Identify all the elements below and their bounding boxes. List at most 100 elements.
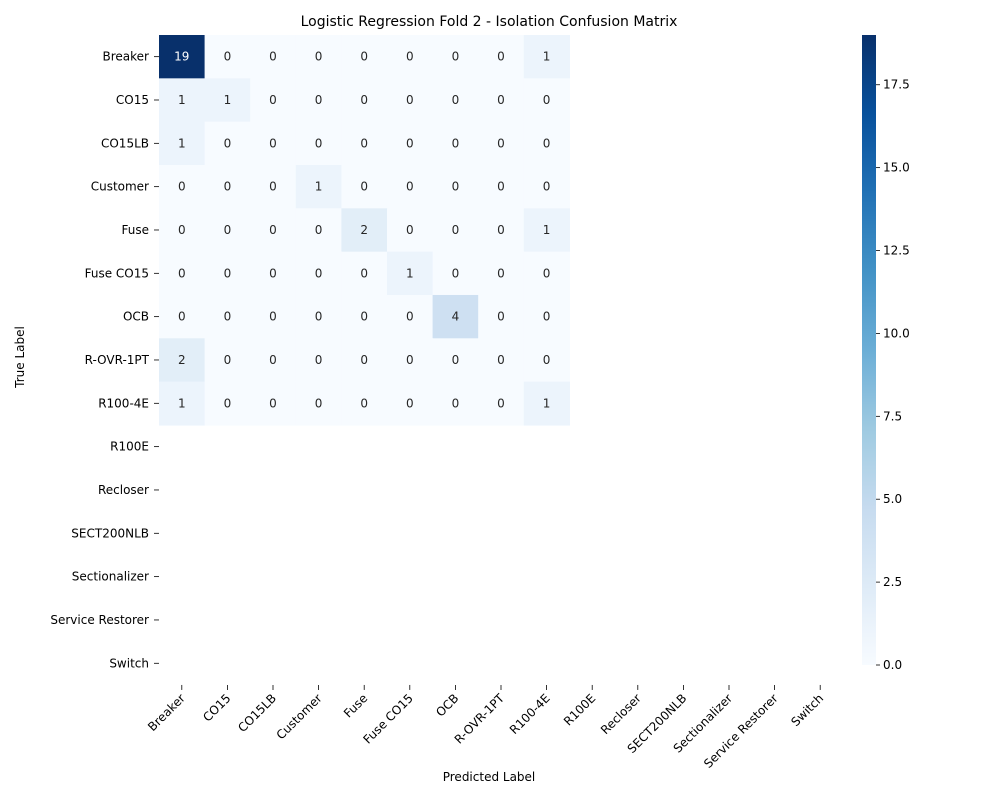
x-axis-label: Predicted Label (443, 770, 536, 784)
heatmap-cell (295, 164, 342, 209)
heatmap-cell (250, 294, 297, 339)
y-tick-label: Sectionalizer (72, 570, 149, 584)
heatmap-cell (295, 381, 342, 426)
heatmap-cell (387, 208, 434, 253)
heatmap-cell (523, 35, 570, 79)
cell-value-label: 1 (406, 266, 414, 280)
cell-value-label: 0 (269, 136, 277, 150)
heatmap-cell (295, 208, 342, 253)
cell-value-label: 0 (360, 93, 368, 107)
heatmap-cell (387, 251, 434, 296)
heatmap-cell (341, 338, 388, 383)
cell-value-label: 0 (452, 93, 460, 107)
colorbar-tick-label: 5.0 (883, 492, 902, 506)
cell-value-label: 0 (543, 310, 551, 324)
cell-value-label: 0 (543, 180, 551, 194)
y-tick-label: CO15 (116, 93, 149, 107)
heatmap-cell (250, 338, 297, 383)
cell-value-label: 0 (315, 223, 323, 237)
colorbar-tick-label: 0.0 (883, 658, 902, 672)
cell-value-label: 0 (452, 223, 460, 237)
heatmap-cell (159, 338, 206, 383)
colorbar-tick-label: 10.0 (883, 326, 910, 340)
x-tick-label: Fuse CO15 (360, 691, 415, 746)
heatmap-cell (387, 35, 434, 79)
cell-value-label: 0 (269, 310, 277, 324)
heatmap-cell (204, 164, 251, 209)
heatmap-cell (523, 338, 570, 383)
cell-value-label: 0 (406, 93, 414, 107)
cell-value-label: 0 (452, 50, 460, 64)
y-tick-label: OCB (123, 310, 149, 324)
cell-value-label: 0 (269, 50, 277, 64)
heatmap-cell (478, 164, 525, 209)
cell-value-label: 0 (315, 396, 323, 410)
heatmap-cell (387, 338, 434, 383)
heatmap-cells (159, 35, 570, 426)
y-tick-label: SECT200NLB (71, 526, 149, 540)
y-tick-label: Breaker (103, 50, 150, 64)
cell-value-label: 1 (178, 396, 186, 410)
cell-value-label: 0 (269, 396, 277, 410)
x-tick-label: Breaker (145, 691, 188, 734)
cell-value-label: 0 (406, 50, 414, 64)
heatmap-cell (478, 251, 525, 296)
y-tick-label: Recloser (98, 483, 149, 497)
cell-value-label: 0 (406, 310, 414, 324)
cell-value-label: 1 (543, 223, 551, 237)
cell-value-label: 0 (269, 353, 277, 367)
cell-value-label: 0 (543, 93, 551, 107)
heatmap-cell (387, 78, 434, 123)
heatmap-cell (295, 78, 342, 123)
heatmap-cell (159, 294, 206, 339)
cell-value-label: 0 (315, 310, 323, 324)
heatmap-cell (159, 208, 206, 253)
cell-value-label: 0 (497, 50, 505, 64)
cell-value-label: 0 (360, 396, 368, 410)
heatmap-cell (523, 381, 570, 426)
colorbar (862, 35, 876, 665)
x-tick-label: R100-4E (507, 691, 553, 737)
cell-value-label: 0 (178, 310, 186, 324)
x-tick-label: R100E (561, 691, 598, 728)
cell-value-label: 1 (178, 93, 186, 107)
y-tick-label: R-OVR-1PT (85, 353, 150, 367)
cell-value-label: 0 (315, 93, 323, 107)
heatmap-cell (432, 35, 479, 79)
cell-value-label: 0 (406, 223, 414, 237)
cell-value-label: 1 (178, 136, 186, 150)
heatmap-cell (478, 78, 525, 123)
heatmap-cell (159, 35, 206, 79)
heatmap-cell (295, 294, 342, 339)
heatmap-cell (523, 208, 570, 253)
cell-value-label: 0 (360, 266, 368, 280)
x-tick-label: CO15 (200, 691, 233, 724)
y-axis-ticks: Breaker CO15 CO15LB Customer Fuse Fuse CO15 OC… (50, 50, 159, 670)
heatmap-cell (523, 294, 570, 339)
heatmap-cell (159, 381, 206, 426)
heatmap-cell (432, 294, 479, 339)
heatmap-cell (250, 35, 297, 79)
cell-value-label: 0 (269, 93, 277, 107)
heatmap-cell (432, 208, 479, 253)
heatmap-cell (250, 251, 297, 296)
y-tick-label: R100E (110, 440, 149, 454)
heatmap-cell (478, 121, 525, 166)
cell-value-label: 0 (178, 266, 186, 280)
heatmap-cell (341, 121, 388, 166)
heatmap-cell (204, 338, 251, 383)
heatmap-cell (159, 164, 206, 209)
x-tick-label: Recloser (598, 691, 644, 737)
heatmap-cell (432, 78, 479, 123)
cell-value-label: 0 (224, 50, 232, 64)
colorbar-ticks: 0.0 2.5 5.0 7.5 10.0 12.5 15.0 17.5 (876, 78, 910, 672)
cell-value-label: 0 (269, 223, 277, 237)
heatmap-cell (204, 208, 251, 253)
cell-value-label: 0 (406, 396, 414, 410)
heatmap-cell (341, 78, 388, 123)
heatmap-cell-labels: 19 0 0 0 0 0 0 0 1 1 1 0 0 0 0 0 0 0 1 0 0 0 0 0 0 0 0 0 0 0 1 0 0 0 0 0 0 0 0… (174, 50, 550, 411)
cell-value-label: 0 (224, 136, 232, 150)
heatmap-cell (478, 338, 525, 383)
y-tick-label: R100-4E (98, 396, 149, 410)
